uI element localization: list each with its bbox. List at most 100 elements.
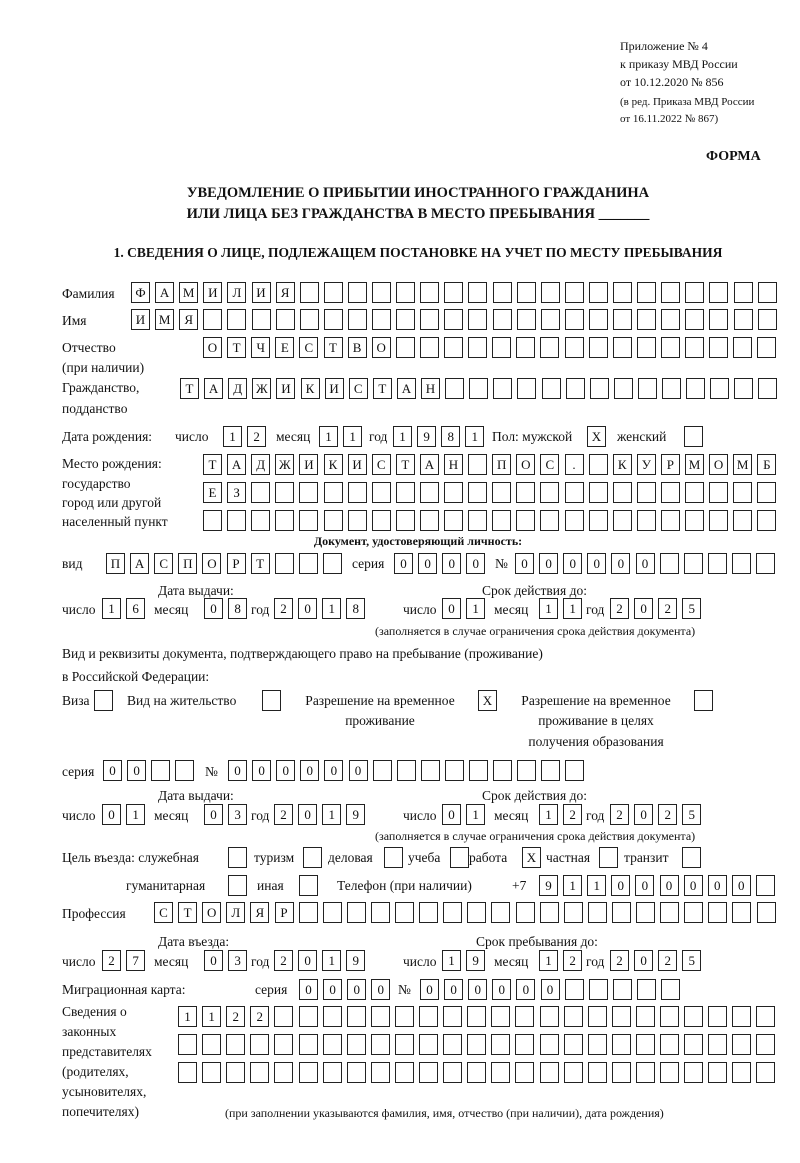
char-cell[interactable] xyxy=(274,1006,294,1027)
char-cell[interactable] xyxy=(660,482,680,503)
char-cell[interactable] xyxy=(396,282,416,303)
char-cell[interactable] xyxy=(371,510,391,531)
char-cell[interactable] xyxy=(274,1062,294,1083)
char-cell[interactable]: 1 xyxy=(539,804,558,825)
char-cell[interactable] xyxy=(396,760,416,781)
char-cell[interactable] xyxy=(612,337,632,358)
char-cell[interactable]: 0 xyxy=(204,950,223,971)
char-cell[interactable] xyxy=(733,282,753,303)
char-cell[interactable] xyxy=(599,847,618,868)
char-cell[interactable] xyxy=(564,979,584,1000)
char-cell[interactable] xyxy=(660,1034,679,1055)
char-cell[interactable] xyxy=(734,378,754,399)
char-cell[interactable] xyxy=(587,1034,607,1055)
char-cell[interactable] xyxy=(444,337,463,358)
char-cell[interactable]: 0 xyxy=(611,875,631,896)
char-cell[interactable]: И xyxy=(251,282,271,303)
char-cell[interactable] xyxy=(565,378,585,399)
char-cell[interactable]: З xyxy=(227,482,247,503)
char-cell[interactable] xyxy=(94,690,113,711)
char-cell[interactable] xyxy=(588,510,608,531)
char-cell[interactable] xyxy=(683,553,703,574)
char-cell[interactable] xyxy=(708,1062,728,1083)
char-cell[interactable] xyxy=(660,902,680,923)
char-cell[interactable] xyxy=(682,847,701,868)
char-cell[interactable]: О xyxy=(516,454,536,475)
char-cell[interactable] xyxy=(370,1034,390,1055)
char-cell[interactable] xyxy=(492,510,512,531)
char-cell[interactable]: 0 xyxy=(466,553,486,574)
char-cell[interactable] xyxy=(587,1006,607,1027)
char-cell[interactable] xyxy=(611,1062,631,1083)
char-cell[interactable]: К xyxy=(300,378,320,399)
char-cell[interactable]: Е xyxy=(275,337,295,358)
char-cell[interactable]: 0 xyxy=(635,553,655,574)
char-cell[interactable] xyxy=(515,1034,535,1055)
char-cell[interactable]: О xyxy=(709,454,729,475)
char-cell[interactable]: X xyxy=(522,847,541,868)
char-cell[interactable] xyxy=(659,553,679,574)
char-cell[interactable] xyxy=(346,1006,366,1027)
char-cell[interactable] xyxy=(516,510,536,531)
char-cell[interactable] xyxy=(756,553,775,574)
char-cell[interactable] xyxy=(298,1034,318,1055)
char-cell[interactable]: С xyxy=(540,454,560,475)
char-cell[interactable] xyxy=(588,979,608,1000)
char-cell[interactable]: 1 xyxy=(442,950,461,971)
char-cell[interactable] xyxy=(563,902,583,923)
char-cell[interactable]: 0 xyxy=(127,760,147,781)
char-cell[interactable]: 0 xyxy=(515,553,534,574)
char-cell[interactable]: К xyxy=(323,454,343,475)
char-cell[interactable] xyxy=(708,1006,728,1027)
char-cell[interactable] xyxy=(370,902,390,923)
char-cell[interactable] xyxy=(250,1034,270,1055)
char-cell[interactable]: 0 xyxy=(442,598,461,619)
char-cell[interactable] xyxy=(757,482,777,503)
char-cell[interactable] xyxy=(539,902,559,923)
char-cell[interactable] xyxy=(685,482,704,503)
char-cell[interactable]: М xyxy=(155,309,175,330)
char-cell[interactable]: 1 xyxy=(126,804,146,825)
char-cell[interactable] xyxy=(757,337,777,358)
char-cell[interactable] xyxy=(685,309,705,330)
char-cell[interactable] xyxy=(516,282,536,303)
char-cell[interactable] xyxy=(251,482,271,503)
char-cell[interactable]: 1 xyxy=(322,598,342,619)
char-cell[interactable]: 0 xyxy=(707,875,727,896)
char-cell[interactable] xyxy=(468,309,488,330)
char-cell[interactable]: 0 xyxy=(420,979,439,1000)
char-cell[interactable] xyxy=(540,510,560,531)
char-cell[interactable] xyxy=(684,1062,704,1083)
char-cell[interactable]: У xyxy=(636,454,656,475)
char-cell[interactable] xyxy=(661,309,681,330)
char-cell[interactable]: 6 xyxy=(126,598,146,619)
char-cell[interactable] xyxy=(303,847,322,868)
char-cell[interactable]: 1 xyxy=(563,598,583,619)
char-cell[interactable] xyxy=(732,1006,752,1027)
char-cell[interactable] xyxy=(660,510,680,531)
char-cell[interactable] xyxy=(694,690,713,711)
char-cell[interactable]: 0 xyxy=(204,598,223,619)
char-cell[interactable]: 0 xyxy=(442,804,461,825)
char-cell[interactable] xyxy=(685,337,704,358)
char-cell[interactable] xyxy=(732,1062,752,1083)
char-cell[interactable] xyxy=(394,1006,414,1027)
char-cell[interactable]: 1 xyxy=(466,804,486,825)
char-cell[interactable] xyxy=(587,1062,607,1083)
char-cell[interactable] xyxy=(299,482,319,503)
char-cell[interactable] xyxy=(611,1034,631,1055)
char-cell[interactable]: 1 xyxy=(587,875,607,896)
char-cell[interactable] xyxy=(396,309,416,330)
char-cell[interactable] xyxy=(541,760,561,781)
char-cell[interactable] xyxy=(419,1006,438,1027)
char-cell[interactable] xyxy=(660,1006,679,1027)
char-cell[interactable]: Т xyxy=(372,378,392,399)
char-cell[interactable] xyxy=(612,482,632,503)
char-cell[interactable]: 5 xyxy=(682,598,702,619)
char-cell[interactable] xyxy=(564,309,584,330)
char-cell[interactable] xyxy=(372,760,392,781)
char-cell[interactable]: Ж xyxy=(252,378,272,399)
char-cell[interactable] xyxy=(515,1062,535,1083)
char-cell[interactable] xyxy=(613,309,632,330)
char-cell[interactable] xyxy=(709,337,729,358)
